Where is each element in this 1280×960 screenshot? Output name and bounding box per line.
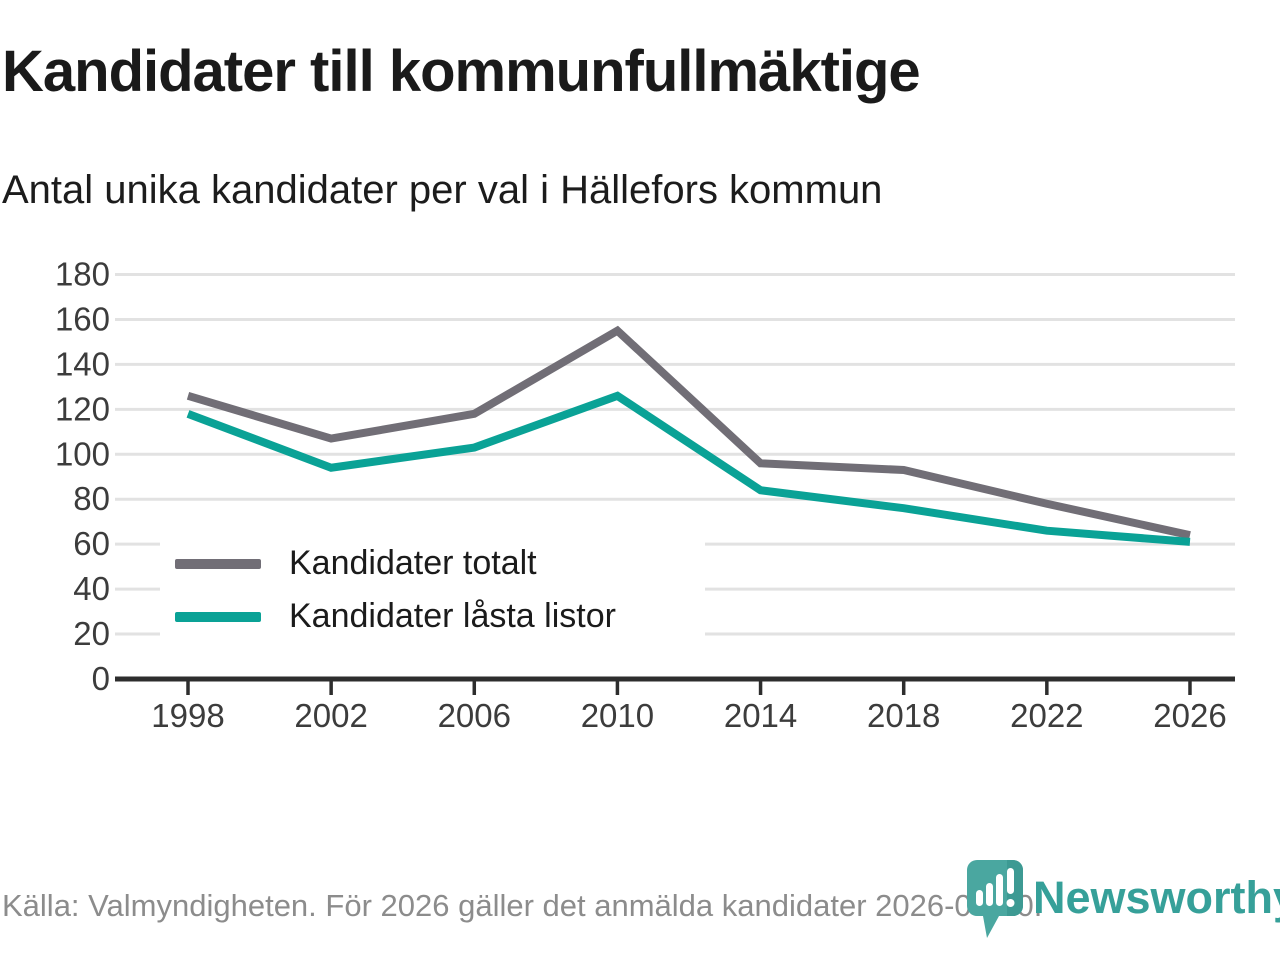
y-axis-tick-label: 80 xyxy=(73,480,110,517)
x-axis-tick-label: 2026 xyxy=(1153,697,1226,734)
legend-label-locked-lists: Kandidater låsta listor xyxy=(289,597,616,635)
chart-title: Kandidater till kommunfullmäktige xyxy=(2,39,921,104)
x-axis-tick-label: 2014 xyxy=(724,697,797,734)
legend-item-locked-lists: Kandidater låsta listor xyxy=(175,597,705,636)
y-axis-tick-label: 40 xyxy=(73,570,110,607)
newsworthy-logo-icon xyxy=(967,860,1023,938)
legend-item-total: Kandidater totalt xyxy=(175,544,705,583)
x-axis-tick-label: 2006 xyxy=(438,697,511,734)
y-axis-tick-label: 120 xyxy=(55,390,110,427)
y-axis-tick-label: 140 xyxy=(55,345,110,382)
y-axis-tick-label: 160 xyxy=(55,300,110,337)
x-axis-tick-label: 2022 xyxy=(1010,697,1083,734)
chart-legend: Kandidater totalt Kandidater låsta listo… xyxy=(160,533,705,647)
legend-swatch-locked-lists xyxy=(175,611,261,622)
series-line-total xyxy=(186,325,1191,540)
y-axis-tick-label: 60 xyxy=(73,525,110,562)
chart-subtitle: Antal unika kandidater per val i Hällefo… xyxy=(2,168,883,212)
y-axis-tick-label: 100 xyxy=(55,435,110,472)
source-note: Källa: Valmyndigheten. För 2026 gäller d… xyxy=(2,888,1043,923)
newsworthy-logo: Newsworthy xyxy=(963,856,1280,942)
y-axis-tick-label: 180 xyxy=(55,256,110,293)
series-line-locked-lists xyxy=(186,391,1191,546)
legend-label-total: Kandidater totalt xyxy=(289,544,537,582)
x-axis-tick-label: 2002 xyxy=(294,697,367,734)
y-axis-tick-label: 20 xyxy=(73,615,110,652)
y-axis-tick-label: 0 xyxy=(92,660,110,697)
x-axis-tick-label: 2010 xyxy=(581,697,654,734)
x-axis-tick-label: 2018 xyxy=(867,697,940,734)
newsworthy-wordmark: Newsworthy xyxy=(1033,872,1280,923)
line-chart: 0 20 40 60 80 100 120 140 160 180 1998 2002 2006 2010… xyxy=(55,256,1235,734)
x-axis-tick-label: 1998 xyxy=(151,697,224,734)
legend-swatch-total xyxy=(175,558,261,569)
